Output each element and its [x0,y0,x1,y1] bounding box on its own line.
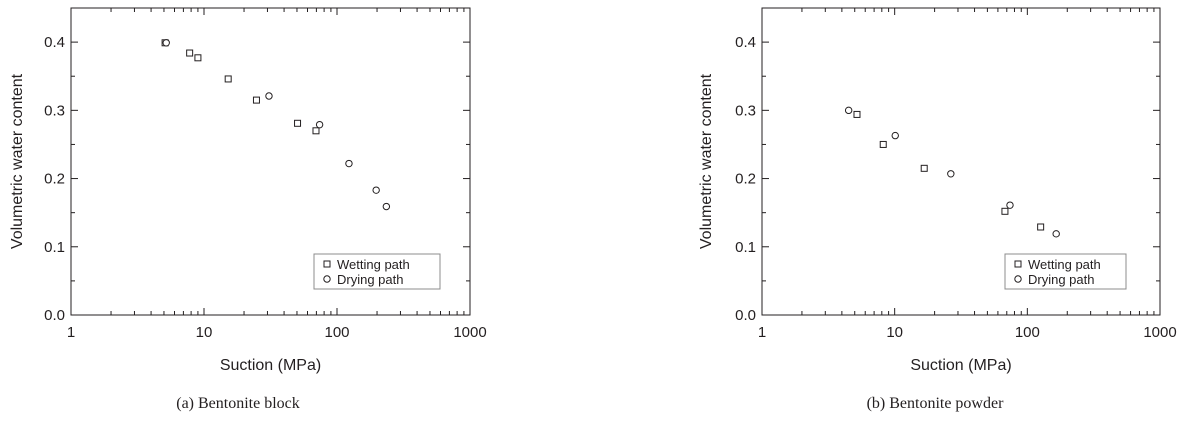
data-point-circle [345,159,353,168]
y-tick-label: 0.3 [44,102,65,119]
data-point-square [920,164,928,172]
y-tick-label: 0.2 [44,171,65,188]
legend-box [1004,253,1127,290]
y-tick-label: 0.1 [735,239,756,256]
x-tick-label: 1 [758,324,766,341]
data-point-square [294,119,302,127]
y-tick-label: 0.3 [735,102,756,119]
panel-caption: (b) Bentonite powder [867,395,1005,412]
legend-marker-square [1014,260,1022,268]
data-point-circle [382,202,391,211]
x-tick-label: 1 [67,324,75,341]
legend-box [313,253,441,290]
x-axis-label: Suction (MPa) [220,357,321,374]
data-point-circle [891,131,899,140]
data-point-square [194,54,202,62]
data-point-circle [844,106,853,115]
series-wetting-path [853,110,1045,231]
legend-marker-circle [1014,275,1022,283]
x-tick-label: 100 [324,324,349,341]
data-point-circle [315,120,324,129]
legend-marker-circle [323,275,331,283]
data-point-square [312,127,320,135]
data-point-square [224,75,232,83]
y-tick-label: 0.4 [735,34,756,51]
y-tick-label: 0.2 [735,171,756,188]
plot-frame [761,7,1161,316]
legend-marker-square [323,260,331,268]
y-tick-label: 0.1 [44,239,65,256]
chart-panel-b: 1 10 100 1000 0.0 0.1 0.2 0.3 0.4 Suction (MPa) Vo… [698,7,1177,412]
data-point-circle [372,186,380,194]
x-tick-label: 10 [886,324,903,341]
series-wetting-path [161,39,320,135]
data-point-circle [265,92,273,100]
legend-label: Wetting path [337,257,410,272]
x-tick-label: 10 [196,324,213,341]
data-point-circle [162,39,170,47]
y-tick-label: 0.0 [735,307,756,324]
plot-frame [70,7,471,316]
data-point-square [252,96,260,104]
x-axis-label: Suction (MPa) [910,357,1011,374]
x-tick-label: 1000 [453,324,486,341]
data-point-square [1001,207,1009,215]
series-drying-path [162,39,391,211]
data-point-square [853,110,861,118]
y-tick-label: 0.4 [44,34,65,51]
legend-label: Drying path [1028,272,1094,287]
data-point-square [1037,223,1045,231]
y-axis-label: Volumetric water content [9,73,26,249]
x-tick-label: 1000 [1143,324,1176,341]
data-point-circle [1052,230,1060,238]
panel-caption: (a) Bentonite block [176,395,300,412]
y-axis-label: Volumetric water content [698,73,715,249]
y-tick-label: 0.0 [44,307,65,324]
data-point-square [879,140,887,148]
data-point-square [186,49,194,57]
chart-panel-a: 1 10 100 1000 0.0 0.1 0.2 0.3 0.4 Suction (MPa) Vo… [9,7,487,412]
legend-label: Wetting path [1028,257,1101,272]
data-point-circle [1006,201,1014,209]
data-point-circle [947,170,955,178]
x-tick-label: 100 [1015,324,1040,341]
series-drying-path [844,106,1060,238]
legend-label: Drying path [337,272,403,287]
